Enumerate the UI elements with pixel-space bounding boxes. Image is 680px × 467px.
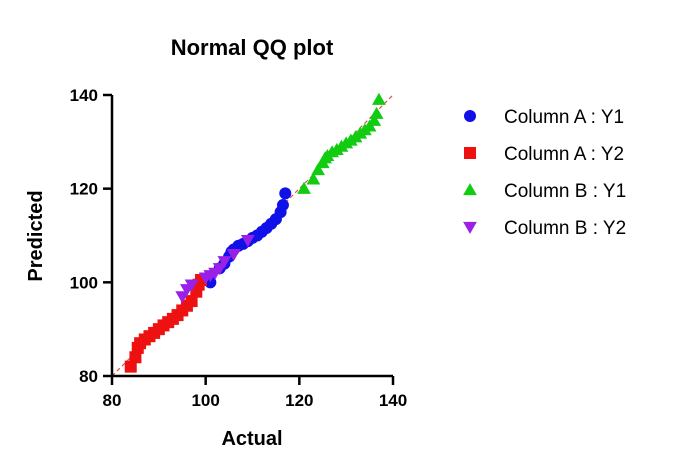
y-axis-title: Predicted xyxy=(25,190,47,281)
legend-item: Column B : Y2 xyxy=(463,218,626,239)
data-point xyxy=(367,113,382,126)
legend-marker xyxy=(463,221,477,234)
data-point xyxy=(124,360,137,373)
x-tick-label: 120 xyxy=(285,391,313,410)
data-point xyxy=(240,235,255,248)
legend: Column A : Y1 Column A : Y2 Column B : Y1 C… xyxy=(463,107,626,239)
data-point xyxy=(226,249,241,262)
axes: 80 100 120 140 80 100 120 140 xyxy=(70,86,408,410)
legend-label: Column A : Y1 xyxy=(504,107,624,128)
series-2 xyxy=(124,273,207,373)
legend-marker xyxy=(464,110,476,122)
legend-item: Column B : Y1 xyxy=(463,181,626,202)
data-point xyxy=(297,181,311,194)
x-tick-label: 140 xyxy=(379,391,407,410)
legend-marker xyxy=(463,183,477,196)
y-tick-label: 100 xyxy=(70,273,98,292)
series-4 xyxy=(175,235,255,304)
x-tick-label: 100 xyxy=(191,391,219,410)
legend-label: Column B : Y1 xyxy=(504,181,626,202)
data-point xyxy=(369,106,384,119)
data-point xyxy=(311,163,325,176)
legend-label: Column B : Y2 xyxy=(504,218,626,239)
x-axis-title: Actual xyxy=(221,428,282,450)
data-point xyxy=(212,263,227,276)
legend-item: Column A : Y1 xyxy=(464,107,624,128)
data-point xyxy=(306,172,321,185)
y-tick-label: 80 xyxy=(79,367,98,386)
data-point xyxy=(185,295,198,308)
data-point xyxy=(217,256,232,269)
data-point xyxy=(184,279,199,292)
y-tick-label: 120 xyxy=(70,180,98,199)
data-point xyxy=(279,187,292,200)
data-point xyxy=(129,351,142,364)
chart-title: Normal QQ plot xyxy=(171,35,334,60)
data-point xyxy=(372,92,386,105)
series-3 xyxy=(297,92,386,194)
legend-marker xyxy=(464,147,476,159)
x-tick-label: 80 xyxy=(103,391,122,410)
legend-label: Column A : Y2 xyxy=(504,144,624,165)
y-tick-label: 140 xyxy=(70,86,98,105)
legend-item: Column A : Y2 xyxy=(464,144,624,165)
data-point xyxy=(276,199,289,212)
data-point xyxy=(175,291,190,304)
plot-area xyxy=(111,92,394,377)
